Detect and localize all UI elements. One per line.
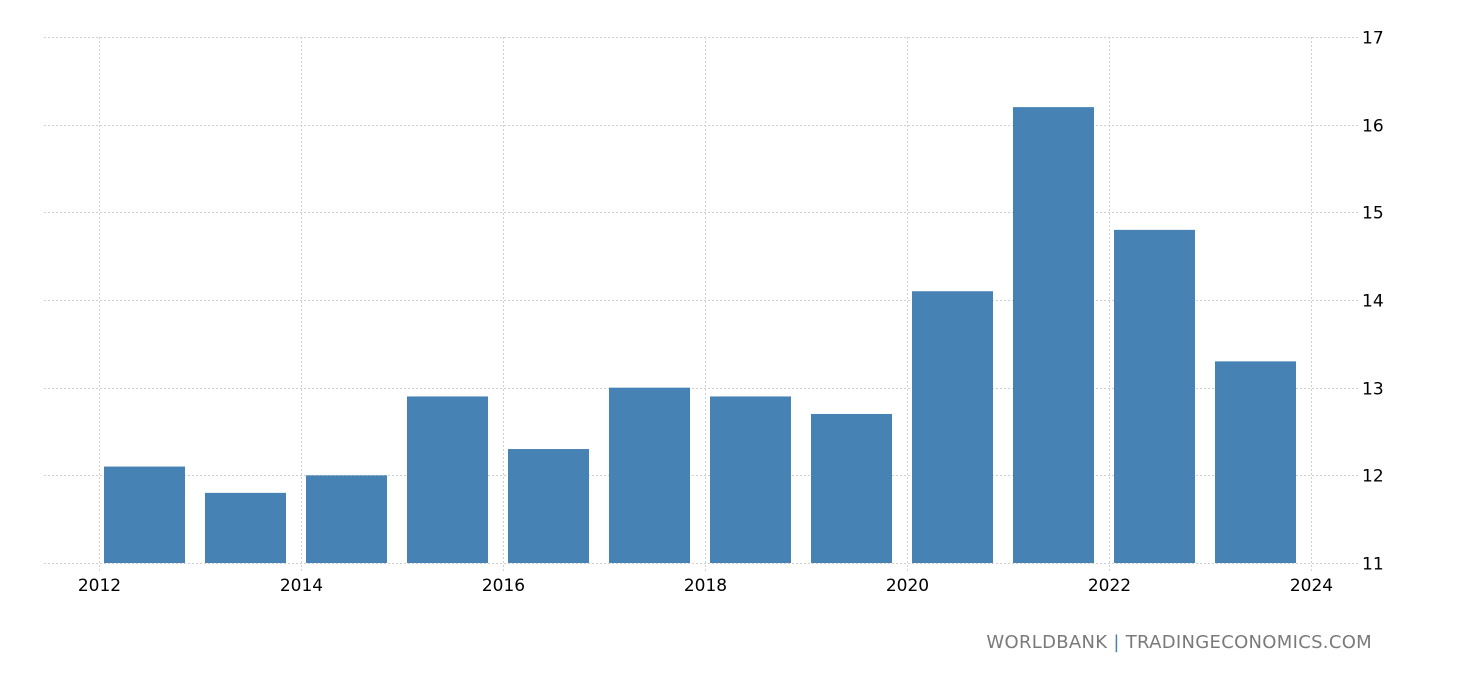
y-tick-label: 17 [1362, 29, 1384, 49]
y-tick-label: 14 [1362, 292, 1384, 312]
bar-2020 [912, 291, 993, 563]
bar-2012 [104, 466, 185, 563]
bar-2015 [407, 396, 488, 563]
x-tick-label: 2020 [886, 576, 929, 596]
x-tick-label: 2016 [482, 576, 525, 596]
y-axis-labels: 11 12 13 14 15 16 17 [1362, 29, 1384, 575]
bar-2016 [508, 449, 589, 563]
y-tick-label: 13 [1362, 380, 1384, 400]
x-tick-label: 2024 [1290, 576, 1333, 596]
bar-2013 [205, 492, 286, 563]
x-tick-label: 2012 [78, 576, 121, 596]
horizontal-gridlines [44, 37, 1358, 564]
source-tradingeconomics: TRADINGECONOMICS.COM [1125, 632, 1372, 653]
x-tick-label: 2014 [280, 576, 323, 596]
bar-2014 [306, 475, 387, 563]
bar-2017 [609, 387, 690, 563]
source-credit: WORLDBANK | TRADINGECONOMICS.COM [986, 632, 1372, 653]
y-tick-label: 11 [1362, 555, 1384, 575]
bars [104, 107, 1296, 563]
bar-2022 [1114, 229, 1195, 563]
vertical-gridlines [99, 37, 1312, 571]
x-axis-labels: 2012 2014 2016 2018 2020 2022 2024 [78, 576, 1333, 596]
y-tick-label: 12 [1362, 467, 1384, 487]
y-tick-label: 15 [1362, 204, 1384, 224]
source-separator: | [1113, 632, 1120, 653]
bar-2023 [1215, 361, 1296, 563]
bar-2021 [1013, 107, 1094, 563]
bar-2019 [811, 413, 892, 563]
x-tick-label: 2022 [1088, 576, 1131, 596]
x-tick-label: 2018 [684, 576, 727, 596]
y-tick-label: 16 [1362, 117, 1384, 137]
source-worldbank: WORLDBANK [986, 632, 1108, 653]
bar-2018 [710, 396, 791, 563]
